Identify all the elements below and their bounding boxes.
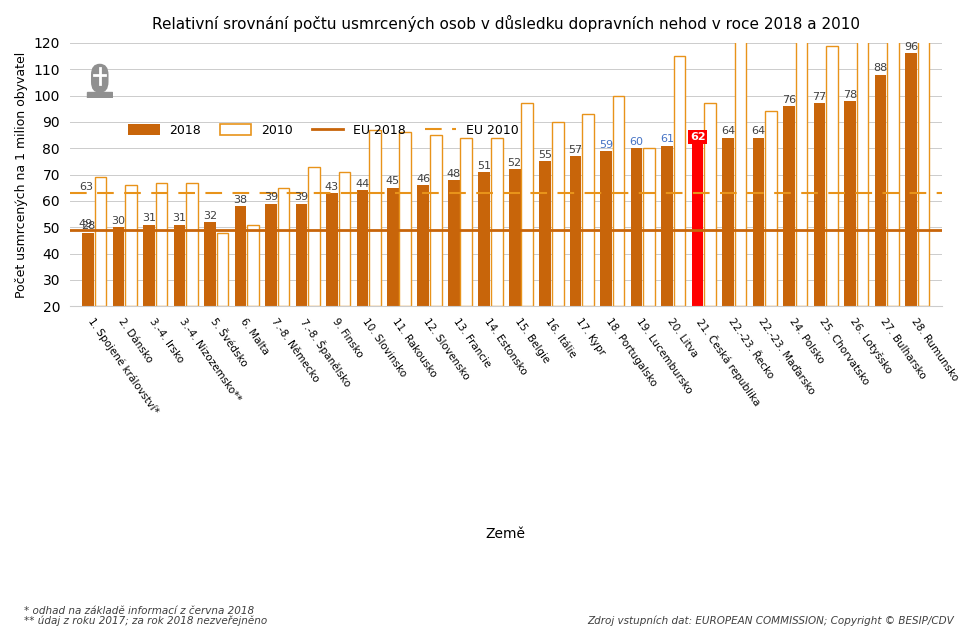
Bar — [826, 46, 837, 307]
Bar — [613, 95, 624, 307]
Bar — [691, 143, 702, 307]
Text: ** údaj z roku 2017; za rok 2018 nezveřejněno: ** údaj z roku 2017; za rok 2018 nezveře… — [24, 616, 268, 626]
Bar — [813, 104, 825, 307]
Text: 39: 39 — [264, 192, 277, 202]
Bar — [82, 233, 94, 307]
Text: 61: 61 — [659, 135, 673, 144]
Text: 76: 76 — [782, 95, 795, 105]
Y-axis label: Počet usmrcených na 1 milion obyvatel: Počet usmrcených na 1 milion obyvatel — [15, 51, 28, 298]
Text: * odhad na základě informací z června 2018: * odhad na základě informací z června 20… — [24, 606, 254, 616]
Bar — [643, 149, 655, 307]
Bar — [508, 169, 520, 307]
Text: 78: 78 — [842, 90, 856, 99]
Text: 49: 49 — [79, 219, 93, 229]
Bar — [734, 9, 745, 307]
Bar — [399, 133, 410, 307]
Text: 32: 32 — [202, 210, 217, 221]
Bar — [155, 183, 167, 307]
Text: 31: 31 — [142, 214, 155, 223]
Text: 77: 77 — [812, 92, 826, 102]
Bar — [265, 204, 276, 307]
Bar — [600, 151, 612, 307]
Bar — [368, 130, 380, 307]
Title: Relativní srovnání počtu usmrcených osob v důsledku dopravních nehod v roce 2018: Relativní srovnání počtu usmrcených osob… — [151, 15, 859, 32]
Bar — [570, 156, 581, 307]
Text: 96: 96 — [903, 42, 917, 52]
Text: 45: 45 — [385, 176, 400, 186]
Bar — [783, 106, 794, 307]
Bar — [430, 135, 441, 307]
Text: 52: 52 — [507, 158, 522, 168]
Bar — [204, 222, 216, 307]
Bar — [478, 172, 489, 307]
Text: 88: 88 — [872, 63, 887, 73]
Text: 44: 44 — [355, 179, 369, 189]
Text: 31: 31 — [172, 214, 187, 223]
Bar — [173, 224, 185, 307]
Bar — [856, 35, 868, 307]
Bar — [916, 0, 928, 307]
Legend: 2018, 2010, EU 2018, EU 2010: 2018, 2010, EU 2018, EU 2010 — [128, 124, 518, 137]
Bar — [338, 172, 350, 307]
Bar — [417, 185, 429, 307]
Bar — [703, 104, 715, 307]
Bar — [87, 92, 112, 98]
Text: 64: 64 — [720, 126, 735, 137]
Text: 55: 55 — [537, 150, 552, 160]
Bar — [112, 228, 124, 307]
Bar — [125, 185, 137, 307]
Text: 30: 30 — [111, 216, 125, 226]
Text: Zdroj vstupních dat: EUROPEAN COMMISSION; Copyright © BESIP/CDV: Zdroj vstupních dat: EUROPEAN COMMISSION… — [586, 616, 953, 626]
Bar — [308, 167, 319, 307]
Text: 28: 28 — [81, 221, 95, 231]
Bar — [551, 122, 563, 307]
Bar — [795, 35, 807, 307]
Text: 46: 46 — [416, 174, 430, 184]
FancyBboxPatch shape — [91, 64, 108, 93]
Text: 48: 48 — [446, 169, 460, 179]
Bar — [357, 190, 367, 307]
Bar — [460, 138, 472, 307]
Bar — [247, 224, 258, 307]
Text: 38: 38 — [234, 195, 247, 205]
Text: 43: 43 — [324, 182, 338, 191]
Text: 51: 51 — [477, 161, 490, 171]
Bar — [539, 161, 550, 307]
Bar — [325, 193, 337, 307]
Text: 57: 57 — [568, 145, 582, 155]
Bar — [905, 54, 915, 307]
Bar — [234, 206, 246, 307]
Text: 39: 39 — [294, 192, 308, 202]
Bar — [765, 111, 776, 307]
Bar — [722, 138, 733, 307]
Bar — [873, 75, 885, 307]
Bar — [582, 114, 593, 307]
Bar — [95, 177, 106, 307]
Bar — [277, 188, 289, 307]
Bar — [843, 101, 855, 307]
Bar — [143, 224, 154, 307]
Bar — [186, 183, 197, 307]
Text: 62: 62 — [689, 131, 704, 142]
Bar — [673, 56, 685, 307]
Bar — [521, 104, 532, 307]
Bar — [886, 30, 898, 307]
Bar — [752, 138, 764, 307]
Bar — [447, 180, 459, 307]
Bar — [490, 138, 502, 307]
Bar — [630, 149, 642, 307]
Text: 60: 60 — [629, 137, 643, 147]
Text: 59: 59 — [599, 140, 613, 150]
Bar — [660, 145, 672, 307]
Bar — [295, 204, 307, 307]
X-axis label: Země: Země — [486, 527, 526, 541]
Bar — [387, 188, 399, 307]
Text: 64: 64 — [750, 126, 765, 137]
Text: 63: 63 — [79, 182, 93, 191]
Bar — [216, 233, 228, 307]
